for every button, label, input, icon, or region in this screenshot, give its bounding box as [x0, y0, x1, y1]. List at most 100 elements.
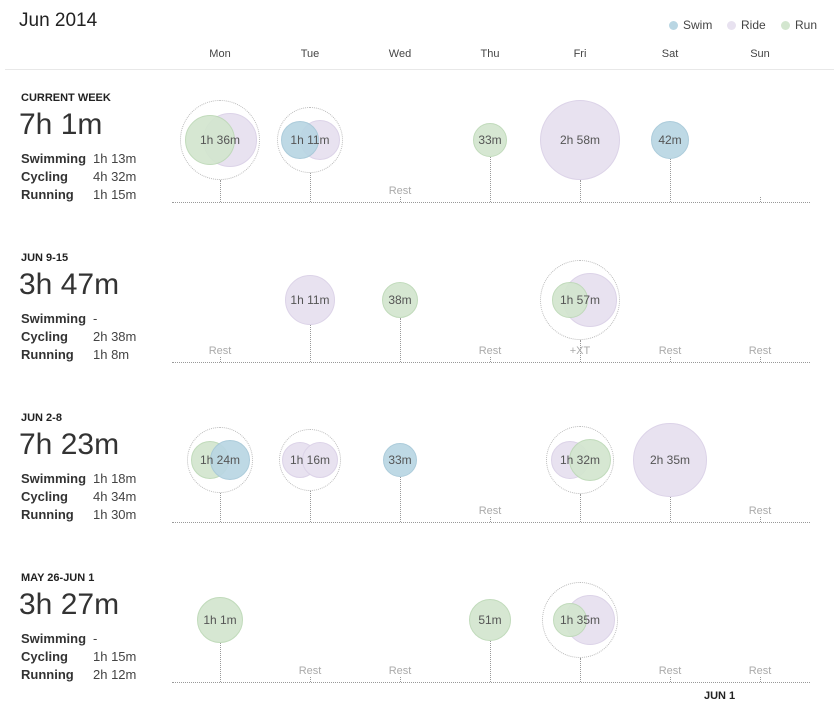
workout-ride-bubble[interactable] — [539, 99, 621, 181]
legend-label: Ride — [741, 18, 766, 32]
stat-name: Cycling — [21, 169, 68, 184]
day-stem — [310, 491, 311, 522]
day-stem — [400, 318, 401, 362]
stat-value: 1h 13m — [93, 151, 137, 166]
workout-run-bubble[interactable] — [553, 603, 587, 637]
rest-label: Rest — [748, 505, 772, 517]
rest-label: Rest — [748, 665, 772, 677]
stat-value: 1h 15m — [93, 649, 137, 664]
day-stem — [220, 179, 221, 202]
stat-value: 1h 30m — [93, 507, 137, 522]
stat-swimming: Swimming 1h 13m — [21, 151, 136, 166]
day-stem — [580, 340, 581, 362]
day-total-label: 1h 11m — [290, 293, 330, 307]
rest-tick — [670, 677, 671, 682]
workout-swim-bubble[interactable] — [210, 440, 250, 480]
workout-swim-bubble[interactable] — [650, 120, 690, 160]
day-stem — [580, 180, 581, 202]
rest-tick — [760, 357, 761, 362]
stat-cycling: Cycling 4h 32m — [21, 169, 136, 184]
week-label: JUN 9-15 — [21, 252, 69, 264]
rest-label: Rest — [298, 665, 322, 677]
cross-training-label: +XT — [569, 345, 591, 357]
day-header-mon: Mon — [209, 48, 231, 60]
week-baseline — [172, 202, 810, 203]
page-title: Jun 2014 — [19, 10, 98, 31]
stat-name: Cycling — [21, 489, 68, 504]
workout-ride-bubble[interactable] — [301, 441, 339, 479]
week-baseline — [172, 522, 810, 523]
rest-label: Rest — [658, 665, 682, 677]
day-header-sat: Sat — [661, 48, 679, 60]
day-stem — [220, 492, 221, 522]
rest-tick — [760, 677, 761, 682]
rest-label: Rest — [388, 185, 412, 197]
day-total-label: 1h 32m — [559, 453, 601, 467]
week-total: 3h 47m — [19, 268, 120, 301]
day-total-ring — [545, 425, 615, 495]
legend-item-swim[interactable]: Swim — [669, 18, 712, 32]
stat-cycling: Cycling 4h 34m — [21, 489, 136, 504]
week-total: 3h 27m — [19, 588, 120, 621]
day-stem — [580, 658, 581, 682]
day-stem — [310, 173, 311, 202]
ride-dot-icon — [727, 20, 736, 30]
workout-run-bubble[interactable] — [184, 114, 236, 166]
rest-label: Rest — [658, 345, 682, 357]
day-total-label: 1h 36m — [199, 133, 241, 147]
workout-run-bubble[interactable] — [552, 282, 588, 318]
day-stem — [220, 643, 221, 682]
day-total-label: 1h 11m — [290, 133, 330, 147]
workout-run-bubble[interactable] — [196, 596, 244, 644]
legend-item-run[interactable]: Run — [781, 18, 817, 32]
day-total-label: 1h 24m — [199, 453, 241, 467]
day-total-ring — [541, 581, 619, 659]
rest-tick — [220, 357, 221, 362]
day-total-label: 2h 35m — [649, 453, 691, 467]
stat-cycling: Cycling 1h 15m — [21, 649, 136, 664]
legend-item-ride[interactable]: Ride — [727, 18, 766, 32]
workout-swim-bubble[interactable] — [281, 121, 319, 159]
day-stem — [400, 477, 401, 522]
day-total-label: 38m — [388, 293, 412, 307]
week-total: 7h 1m — [19, 108, 103, 141]
day-total-ring — [278, 428, 342, 492]
stat-value: 1h 18m — [93, 471, 137, 486]
stat-value: - — [93, 311, 98, 326]
stat-name: Swimming — [21, 631, 87, 646]
day-total-label: 42m — [658, 133, 682, 147]
workout-ride-bubble[interactable] — [284, 274, 336, 326]
workout-run-bubble[interactable] — [472, 122, 508, 158]
day-stem — [490, 641, 491, 682]
rest-tick — [670, 357, 671, 362]
rest-label: Rest — [478, 505, 502, 517]
day-stem — [580, 494, 581, 522]
stat-value: 1h 15m — [93, 187, 137, 202]
workout-ride-bubble[interactable] — [632, 422, 708, 498]
stat-name: Running — [21, 187, 74, 202]
stat-swimming: Swimming - — [21, 631, 97, 646]
day-header-tue: Tue — [300, 48, 320, 60]
workout-run-bubble[interactable] — [381, 281, 419, 319]
stat-running: Running 2h 12m — [21, 667, 136, 682]
day-total-ring — [187, 427, 253, 493]
week-total: 7h 23m — [19, 428, 120, 461]
month-marker: JUN 1 — [704, 690, 736, 702]
workout-swim-bubble[interactable] — [382, 442, 418, 478]
workout-run-bubble[interactable] — [468, 598, 512, 642]
week-label: MAY 26-JUN 1 — [21, 572, 95, 584]
rest-tick — [310, 677, 311, 682]
stat-running: Running 1h 8m — [21, 347, 129, 362]
day-header-sun: Sun — [750, 48, 770, 60]
workout-run-bubble[interactable] — [568, 438, 612, 482]
rest-tick — [760, 517, 761, 522]
stat-name: Swimming — [21, 311, 87, 326]
day-total-label: 1h 16m — [289, 453, 331, 467]
day-total-ring — [180, 100, 260, 180]
week-baseline — [172, 682, 810, 683]
run-dot-icon — [781, 20, 790, 30]
week-baseline — [172, 362, 810, 363]
stat-running: Running 1h 30m — [21, 507, 136, 522]
day-stem — [670, 497, 671, 522]
rest-tick — [400, 677, 401, 682]
